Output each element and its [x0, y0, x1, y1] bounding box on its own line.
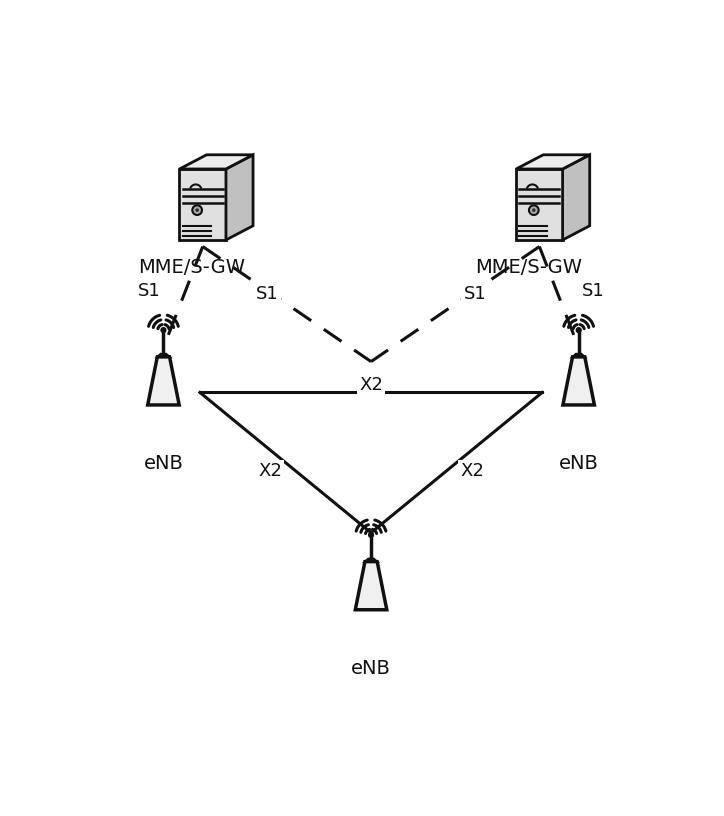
- Text: S1: S1: [463, 286, 487, 304]
- Polygon shape: [158, 354, 169, 357]
- Text: X2: X2: [359, 376, 383, 394]
- Text: eNB: eNB: [143, 455, 183, 473]
- Text: MME/S-GW: MME/S-GW: [475, 258, 581, 277]
- Circle shape: [193, 206, 202, 215]
- Circle shape: [529, 206, 539, 215]
- Text: MME/S-GW: MME/S-GW: [138, 258, 245, 277]
- Circle shape: [195, 209, 198, 211]
- Text: X2: X2: [258, 462, 282, 480]
- Text: eNB: eNB: [559, 455, 599, 473]
- Text: S1: S1: [256, 286, 279, 304]
- Polygon shape: [563, 155, 590, 240]
- Circle shape: [576, 328, 581, 333]
- Circle shape: [161, 328, 166, 333]
- Circle shape: [532, 209, 535, 211]
- Polygon shape: [355, 561, 387, 610]
- Polygon shape: [563, 357, 594, 405]
- Polygon shape: [516, 155, 590, 169]
- Polygon shape: [180, 155, 253, 169]
- Text: S1: S1: [581, 282, 605, 300]
- Text: X2: X2: [460, 462, 484, 480]
- Polygon shape: [148, 357, 180, 405]
- Polygon shape: [573, 354, 584, 357]
- Circle shape: [369, 533, 374, 537]
- Polygon shape: [516, 169, 563, 240]
- Polygon shape: [180, 169, 226, 240]
- Polygon shape: [226, 155, 253, 240]
- Text: S1: S1: [138, 282, 161, 300]
- Text: eNB: eNB: [351, 659, 391, 678]
- Polygon shape: [366, 559, 376, 561]
